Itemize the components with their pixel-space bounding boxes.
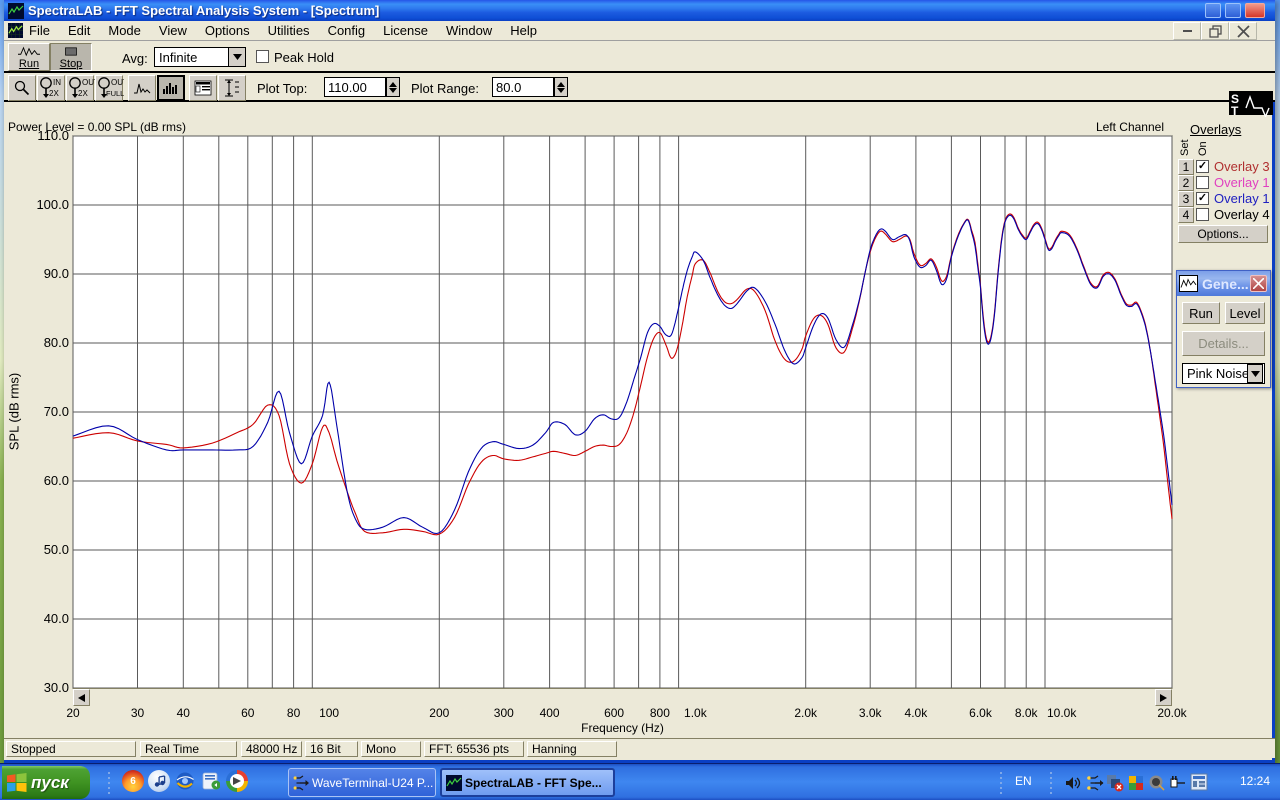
svg-text:T: T [1231,104,1239,117]
